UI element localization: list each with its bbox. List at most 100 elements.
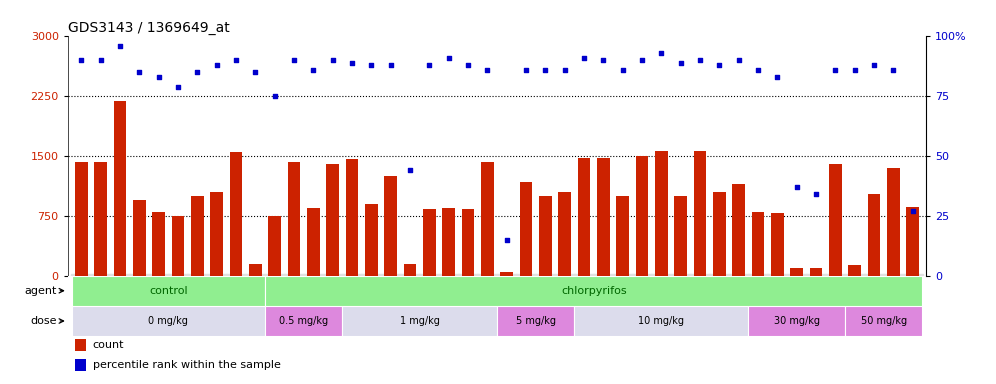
- Bar: [868, 194, 880, 276]
- Bar: [674, 196, 687, 276]
- Bar: [72, 276, 265, 306]
- Bar: [268, 216, 281, 276]
- Text: percentile rank within the sample: percentile rank within the sample: [93, 360, 281, 370]
- Bar: [114, 101, 126, 276]
- Point: [634, 57, 650, 63]
- Bar: [230, 152, 242, 276]
- Bar: [327, 164, 339, 276]
- Bar: [655, 151, 667, 276]
- Text: 0.5 mg/kg: 0.5 mg/kg: [279, 316, 329, 326]
- Point: [596, 57, 612, 63]
- Point: [440, 55, 456, 61]
- Point: [538, 67, 554, 73]
- Bar: [210, 192, 223, 276]
- Bar: [462, 209, 474, 276]
- Point: [904, 208, 920, 214]
- Point: [770, 74, 786, 80]
- Point: [460, 62, 476, 68]
- Bar: [75, 162, 88, 276]
- Bar: [346, 159, 359, 276]
- Text: GDS3143 / 1369649_at: GDS3143 / 1369649_at: [68, 22, 229, 35]
- Bar: [249, 264, 262, 276]
- Bar: [191, 196, 203, 276]
- Bar: [365, 204, 377, 276]
- Point: [731, 57, 747, 63]
- Bar: [791, 268, 803, 276]
- Point: [112, 43, 127, 49]
- Text: chlorpyrifos: chlorpyrifos: [561, 286, 626, 296]
- Point: [150, 74, 166, 80]
- Bar: [849, 265, 861, 276]
- Bar: [845, 306, 922, 336]
- Bar: [500, 271, 513, 276]
- Bar: [694, 151, 706, 276]
- Bar: [423, 209, 435, 276]
- Point: [74, 57, 90, 63]
- Point: [364, 62, 379, 68]
- Point: [653, 50, 669, 56]
- Text: 1 mg/kg: 1 mg/kg: [399, 316, 439, 326]
- Point: [576, 55, 592, 61]
- Bar: [95, 162, 107, 276]
- Bar: [265, 306, 343, 336]
- Point: [421, 62, 437, 68]
- Point: [499, 237, 515, 243]
- Bar: [539, 196, 552, 276]
- Point: [479, 67, 495, 73]
- Point: [170, 84, 186, 90]
- Bar: [152, 212, 165, 276]
- Text: 30 mg/kg: 30 mg/kg: [774, 316, 820, 326]
- Point: [867, 62, 882, 68]
- Point: [325, 57, 341, 63]
- Bar: [520, 182, 532, 276]
- Bar: [288, 162, 300, 276]
- Point: [208, 62, 224, 68]
- Bar: [635, 156, 648, 276]
- Bar: [748, 306, 845, 336]
- Point: [93, 57, 109, 63]
- Bar: [887, 168, 899, 276]
- Bar: [752, 212, 764, 276]
- Point: [344, 60, 360, 66]
- Point: [711, 62, 727, 68]
- Point: [750, 67, 766, 73]
- Text: 0 mg/kg: 0 mg/kg: [148, 316, 188, 326]
- Bar: [810, 268, 823, 276]
- Point: [789, 184, 805, 190]
- Point: [692, 57, 708, 63]
- Bar: [732, 184, 745, 276]
- Bar: [72, 306, 265, 336]
- Point: [847, 67, 863, 73]
- Bar: [403, 264, 416, 276]
- Bar: [906, 207, 919, 276]
- Point: [672, 60, 688, 66]
- Point: [189, 69, 205, 75]
- Bar: [307, 208, 320, 276]
- Bar: [713, 192, 726, 276]
- Point: [306, 67, 322, 73]
- Bar: [442, 208, 455, 276]
- Bar: [597, 157, 610, 276]
- Point: [885, 67, 901, 73]
- Bar: [578, 157, 591, 276]
- Text: dose: dose: [30, 316, 57, 326]
- Bar: [559, 192, 571, 276]
- Text: 10 mg/kg: 10 mg/kg: [638, 316, 684, 326]
- Bar: [75, 359, 86, 371]
- Point: [518, 67, 534, 73]
- Text: 5 mg/kg: 5 mg/kg: [516, 316, 556, 326]
- Bar: [343, 306, 497, 336]
- Point: [557, 67, 573, 73]
- Point: [382, 62, 398, 68]
- Point: [808, 191, 824, 197]
- Bar: [617, 196, 629, 276]
- Bar: [75, 339, 86, 351]
- Point: [402, 167, 418, 174]
- Bar: [384, 176, 397, 276]
- Point: [286, 57, 302, 63]
- Text: control: control: [149, 286, 187, 296]
- Point: [247, 69, 263, 75]
- Bar: [265, 276, 922, 306]
- Point: [615, 67, 630, 73]
- Bar: [829, 164, 842, 276]
